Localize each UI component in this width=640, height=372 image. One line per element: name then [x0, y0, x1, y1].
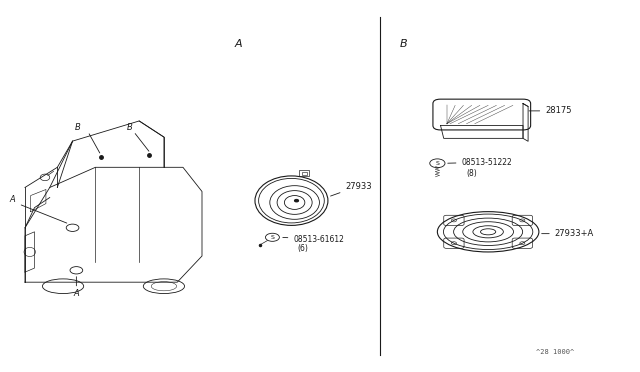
Text: A: A: [234, 39, 242, 49]
Text: 08513-61612: 08513-61612: [283, 235, 344, 244]
Text: 27933+A: 27933+A: [541, 229, 594, 238]
Text: (8): (8): [466, 169, 477, 178]
Text: B: B: [399, 39, 407, 49]
Text: 28175: 28175: [529, 106, 572, 115]
Text: B: B: [75, 122, 81, 132]
Text: A: A: [9, 195, 15, 204]
Text: 08513-51222: 08513-51222: [448, 158, 512, 167]
Text: S: S: [435, 161, 439, 166]
Text: S: S: [271, 235, 275, 240]
Text: 27933: 27933: [330, 182, 372, 196]
Text: (6): (6): [298, 244, 308, 253]
Text: ^28 1000^: ^28 1000^: [536, 349, 574, 355]
Text: B: B: [127, 122, 133, 132]
Circle shape: [294, 199, 298, 202]
Text: A: A: [73, 289, 79, 298]
